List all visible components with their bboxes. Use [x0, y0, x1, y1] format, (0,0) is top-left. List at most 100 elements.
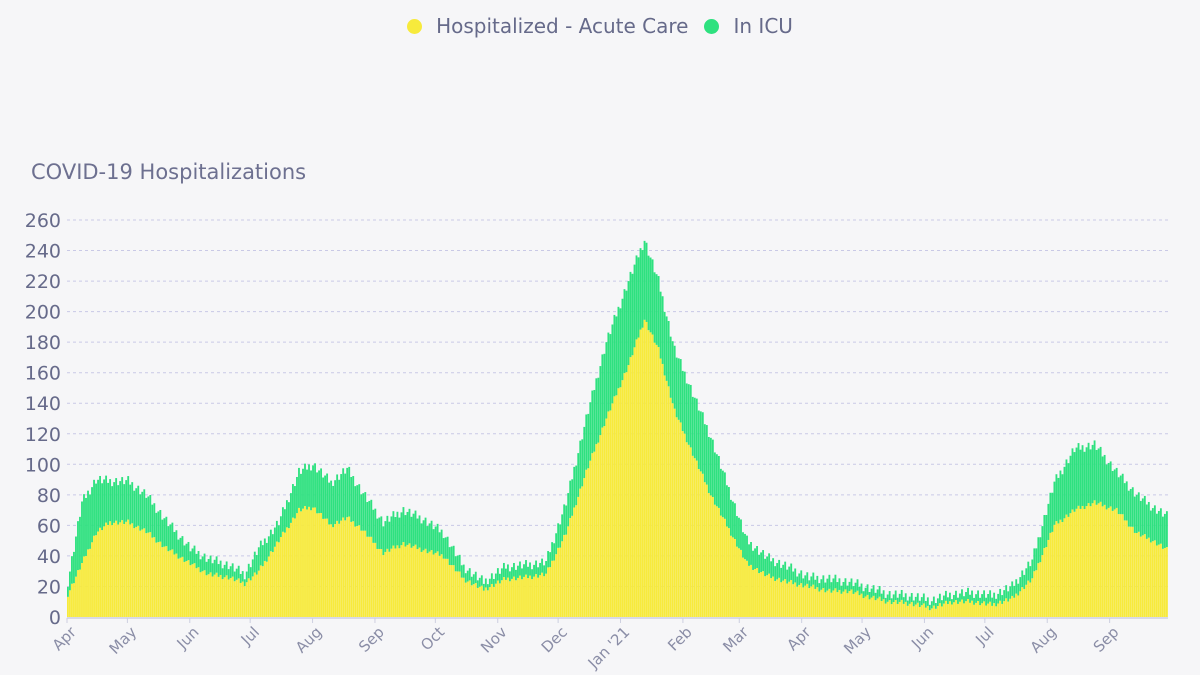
- bar-icu: [490, 573, 493, 584]
- bar-acute-care: [613, 396, 616, 617]
- bar-icu: [1145, 504, 1148, 539]
- bar-acute-care: [241, 581, 244, 617]
- bar-icu: [880, 593, 883, 601]
- bar-icu: [732, 501, 734, 538]
- bar-icu: [521, 568, 523, 580]
- bar-acute-care: [673, 408, 676, 617]
- bar-acute-care: [870, 597, 873, 617]
- bar-acute-care: [858, 595, 861, 617]
- bar-icu: [294, 486, 296, 519]
- bar-icu: [834, 574, 837, 589]
- bar-acute-care: [1037, 563, 1040, 617]
- bar-acute-care: [436, 551, 439, 617]
- legend-item-icu[interactable]: In ICU: [704, 14, 793, 38]
- bar-icu: [924, 600, 927, 608]
- bar-icu: [744, 533, 746, 560]
- bar-acute-care: [920, 605, 923, 617]
- bar-icu: [1007, 591, 1010, 602]
- bar-icu: [416, 518, 419, 550]
- bar-acute-care: [338, 523, 341, 617]
- bar-icu: [1075, 447, 1078, 509]
- axes: 0 20 40 60 80 100 120 140 160 180 200 220 240 260 Apr M…: [25, 210, 1168, 673]
- bar-acute-care: [842, 591, 845, 617]
- bar-icu: [1067, 463, 1070, 517]
- bar-icu: [183, 545, 186, 562]
- bar-icu: [1087, 442, 1090, 504]
- bar-icu: [205, 561, 208, 576]
- bar-acute-care: [95, 535, 97, 617]
- legend-item-acute-care[interactable]: Hospitalized - Acute Care: [407, 14, 688, 38]
- bar-icu: [569, 480, 572, 519]
- bar-icu: [527, 566, 529, 579]
- bar-icu: [151, 504, 154, 538]
- bar-acute-care: [760, 572, 762, 617]
- bar-acute-care: [888, 600, 891, 617]
- bar-icu: [273, 527, 276, 547]
- bar-acute-care: [434, 552, 437, 617]
- bar-acute-care: [300, 511, 302, 617]
- bar-icu: [195, 553, 198, 569]
- bar-icu: [1061, 474, 1064, 523]
- bar-icu: [69, 571, 71, 591]
- bar-icu: [446, 536, 449, 559]
- bar-acute-care: [874, 600, 877, 617]
- bar-acute-care: [328, 524, 331, 617]
- bar-icu: [330, 480, 333, 525]
- bar-icu: [430, 520, 433, 551]
- bar-icu: [302, 468, 304, 509]
- bar-icu: [332, 485, 335, 528]
- bar-icu: [1161, 516, 1164, 549]
- bar-acute-care: [573, 507, 576, 617]
- bar-icu: [1137, 492, 1140, 532]
- bar-acute-care: [683, 433, 686, 617]
- bar-acute-care: [93, 535, 95, 617]
- bar-acute-care: [981, 603, 983, 617]
- bar-acute-care: [1003, 601, 1006, 617]
- bar-icu: [985, 597, 988, 606]
- bar-icu: [772, 558, 775, 577]
- bar-icu: [1157, 510, 1160, 545]
- bar-acute-care: [541, 572, 543, 617]
- bar-acute-care: [1133, 532, 1136, 617]
- bar-icu: [553, 543, 556, 561]
- bar-acute-care: [73, 583, 75, 617]
- bar-icu: [131, 482, 134, 524]
- bar-icu: [864, 587, 867, 597]
- bar-icu: [320, 468, 322, 514]
- bar-acute-care: [211, 576, 214, 617]
- bar-acute-care: [81, 563, 83, 617]
- bar-acute-care: [997, 603, 1000, 617]
- bar-acute-care: [818, 591, 821, 617]
- bar-acute-care: [543, 576, 546, 617]
- bar-icu: [573, 466, 576, 508]
- bar-acute-care: [79, 569, 81, 617]
- bar-acute-care: [83, 556, 85, 617]
- bar-icu: [856, 579, 859, 591]
- bar-icu: [189, 551, 192, 566]
- bar-icu: [531, 569, 533, 580]
- bar-acute-care: [661, 363, 664, 617]
- bar-acute-care: [904, 601, 907, 617]
- bar-acute-care: [679, 422, 682, 617]
- bar-acute-care: [1065, 514, 1068, 617]
- bar-icu: [591, 390, 594, 454]
- bar-acute-care: [380, 549, 383, 617]
- bar-icu: [221, 568, 224, 580]
- bar-acute-care: [257, 570, 260, 617]
- bar-acute-care: [537, 577, 539, 617]
- bar-acute-care: [229, 578, 232, 617]
- bar-icu: [145, 497, 148, 534]
- bar-acute-care: [792, 584, 795, 617]
- bar-icu: [730, 499, 732, 536]
- bar-icu: [589, 402, 592, 461]
- bar-icu: [870, 588, 873, 598]
- bar-acute-care: [663, 375, 666, 617]
- bar-icu: [723, 472, 726, 519]
- bar-icu: [541, 558, 543, 573]
- bar-acute-care: [736, 546, 738, 617]
- bar-icu: [165, 516, 168, 547]
- bar-acute-care: [382, 555, 385, 617]
- bar-acute-care: [296, 513, 298, 617]
- bar-icu: [283, 509, 286, 533]
- bar-acute-care: [922, 603, 925, 617]
